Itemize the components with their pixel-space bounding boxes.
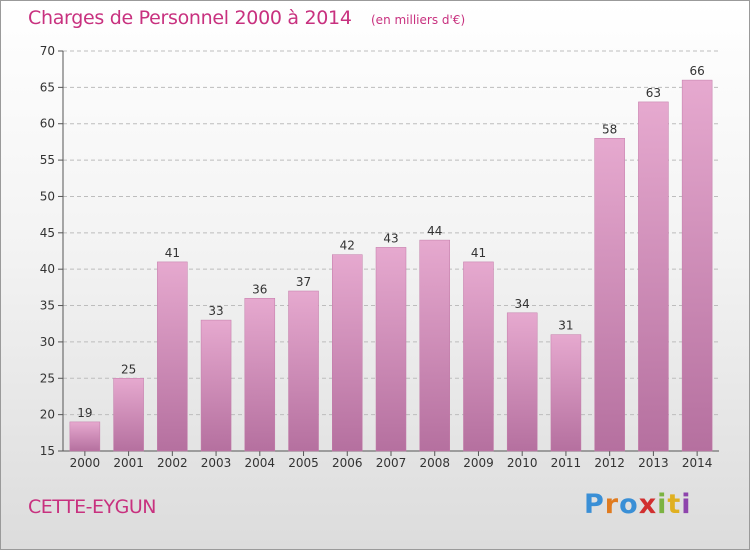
- x-tick-label: 2008: [419, 456, 450, 470]
- x-tick-label: 2005: [288, 456, 319, 470]
- bar: [200, 319, 232, 452]
- y-tick-label: 25: [40, 371, 55, 385]
- data-label: 41: [471, 246, 486, 260]
- logo-letter: P: [584, 489, 605, 520]
- x-tick-label: 2000: [70, 456, 101, 470]
- chart-title: Charges de Personnel 2000 à 2014: [28, 7, 352, 29]
- data-label: 33: [208, 304, 223, 318]
- bar: [506, 312, 538, 452]
- bar: [332, 254, 363, 452]
- logo-letter: i: [657, 489, 668, 520]
- chart-subtitle: (en milliers d'€): [371, 13, 466, 27]
- y-tick-label: 70: [40, 44, 55, 58]
- data-label: 31: [558, 319, 573, 333]
- data-label: 19: [77, 406, 92, 420]
- bar: [69, 421, 101, 452]
- y-tick-label: 35: [40, 299, 55, 313]
- data-label: 43: [383, 231, 398, 245]
- bar: [550, 334, 582, 452]
- x-tick-label: 2006: [332, 456, 363, 470]
- x-tick-label: 2001: [113, 456, 144, 470]
- y-tick-label: 65: [40, 80, 55, 94]
- x-tick-label: 2002: [157, 456, 188, 470]
- data-label: 25: [121, 362, 136, 376]
- labels: 15 20 25 30 35 40 45 50 55 60 65 70 19 2000 25 2001 41 20…: [40, 44, 713, 470]
- x-tick-label: 2010: [507, 456, 538, 470]
- bar: [638, 101, 669, 452]
- y-tick-label: 50: [40, 189, 55, 203]
- bar: [244, 298, 276, 452]
- bar: [463, 261, 494, 452]
- x-tick-label: 2014: [682, 456, 713, 470]
- x-tick-label: 2007: [376, 456, 407, 470]
- y-tick-label: 55: [40, 153, 55, 167]
- y-tick-label: 15: [40, 444, 55, 458]
- data-label: 37: [296, 275, 311, 289]
- bar: [288, 290, 319, 452]
- logo-letter: r: [604, 489, 620, 520]
- x-tick-label: 2013: [638, 456, 669, 470]
- y-tick-label: 20: [40, 408, 55, 422]
- data-label: 36: [252, 282, 267, 296]
- logo-letter: i: [681, 489, 692, 520]
- y-tick-label: 40: [40, 262, 55, 276]
- proxiti-logo: Proxiti: [584, 489, 692, 520]
- bar: [157, 261, 188, 452]
- y-tick-label: 30: [40, 335, 55, 349]
- bar: [419, 239, 450, 452]
- logo-letter: x: [638, 489, 658, 520]
- data-label: 42: [340, 239, 355, 253]
- x-tick-label: 2012: [594, 456, 625, 470]
- data-label: 34: [515, 297, 530, 311]
- data-label: 63: [646, 86, 661, 100]
- logo-letter: t: [667, 489, 682, 520]
- x-tick-label: 2003: [201, 456, 232, 470]
- x-tick-label: 2009: [463, 456, 494, 470]
- bars: [69, 79, 713, 452]
- x-tick-label: 2011: [551, 456, 582, 470]
- data-label: 58: [602, 122, 617, 136]
- bar: [375, 247, 407, 452]
- location-name: CETTE-EYGUN: [28, 496, 156, 518]
- data-label: 41: [165, 246, 180, 260]
- y-tick-label: 60: [40, 117, 55, 131]
- data-label: 44: [427, 224, 442, 238]
- logo-letter: o: [619, 489, 639, 520]
- y-tick-label: 45: [40, 226, 55, 240]
- x-tick-label: 2004: [245, 456, 276, 470]
- bar: [681, 79, 713, 452]
- bar: [594, 138, 625, 452]
- bar: [113, 378, 144, 452]
- data-label: 66: [689, 64, 704, 78]
